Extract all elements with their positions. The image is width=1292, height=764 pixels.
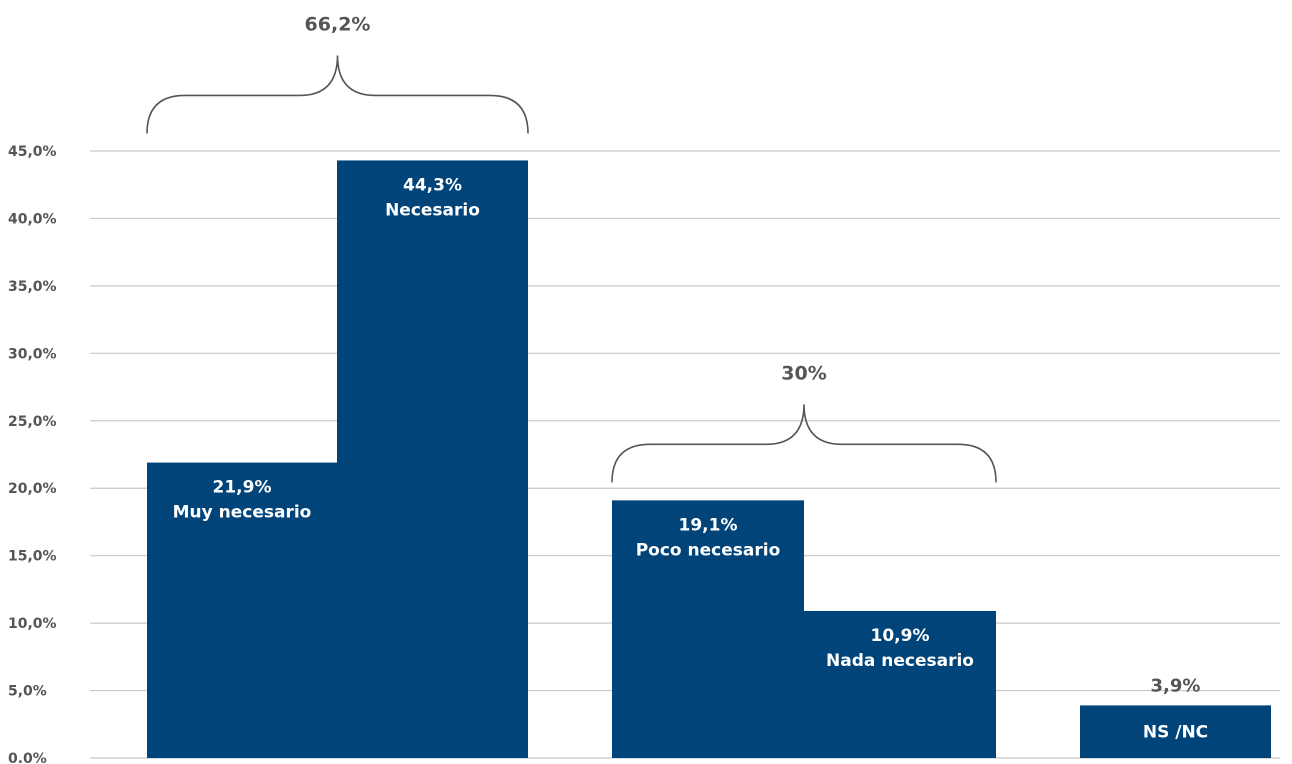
value-label-4: 3,9% [1151,675,1201,696]
group-brace-0 [146,55,529,134]
bar-2 [612,500,804,758]
y-tick-label-7: 35,0% [8,279,57,295]
value-label-0: 21,9% [213,478,272,498]
y-tick-label-8: 40,0% [8,211,57,227]
group-total-label-1: 30% [781,362,826,384]
category-label-2: Poco necesario [636,540,781,560]
bar-0 [147,462,337,758]
y-tick-label-2: 10,0% [8,616,57,632]
value-label-3: 10,9% [871,626,930,646]
bar-labels: 21,9% Muy necesario 44,3% Necesario 19,1% Poc… [173,175,1209,742]
y-tick-label-9: 45,0% [8,144,57,160]
y-tick-label-6: 30,0% [8,346,57,362]
category-label-4: NS /NC [1143,723,1208,743]
y-tick-label-3: 15,0% [8,549,57,565]
y-axis: 0.0% 5,0% 10,0% 15,0% 20,0% 25,0% 30,0% 35,0% 40… [8,144,57,764]
value-label-1: 44,3% [403,175,462,195]
y-tick-label-5: 25,0% [8,414,57,430]
y-tick-label-1: 5,0% [8,684,47,700]
category-label-0: Muy necesario [173,503,312,523]
bars [147,160,1271,759]
value-label-2: 19,1% [679,515,738,535]
category-label-3: Nada necesario [826,651,974,671]
group-brace-1 [611,404,997,483]
y-tick-label-4: 20,0% [8,481,57,497]
y-tick-label-0: 0.0% [8,751,47,764]
bar-1 [337,160,528,759]
bar-4 [1080,705,1271,758]
category-label-1: Necesario [385,200,480,220]
bar-3 [804,610,996,758]
group-braces: 66,2% 30% [146,13,997,483]
group-total-label-0: 66,2% [305,13,371,35]
